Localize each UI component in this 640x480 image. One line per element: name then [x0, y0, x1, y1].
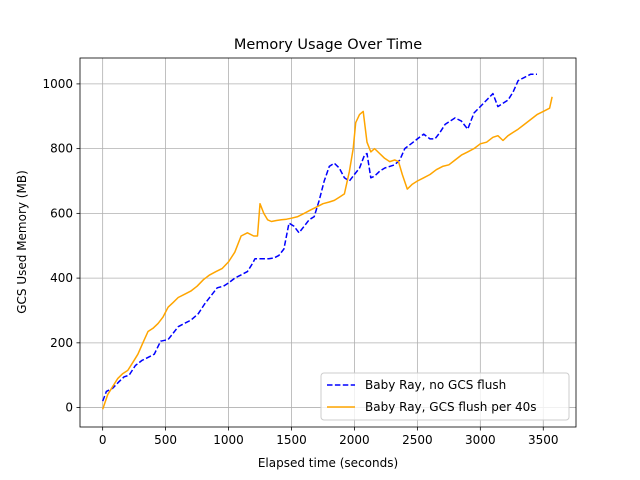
y-tick-label: 1000: [42, 77, 73, 91]
plot-background: [80, 58, 576, 427]
chart-title: Memory Usage Over Time: [234, 37, 422, 53]
x-tick-label: 2500: [402, 433, 433, 447]
legend: Baby Ray, no GCS flush Baby Ray, GCS flu…: [320, 372, 570, 421]
legend-box: [320, 372, 570, 421]
y-tick-label: 400: [50, 271, 73, 285]
series-line-1: [101, 96, 553, 410]
x-tick-label: 3000: [465, 433, 496, 447]
x-tick-label: 2000: [339, 433, 370, 447]
series-line-0: [101, 73, 537, 402]
x-tick-label: 1500: [276, 433, 307, 447]
x-axis-label: Elapsed time (seconds): [258, 456, 398, 470]
legend-label-no-flush: Baby Ray, no GCS flush: [365, 378, 506, 392]
y-tick-label: 800: [50, 142, 73, 156]
y-tick-label: 200: [50, 336, 73, 350]
y-axis-ticks: 0 200 400 600 800 1000: [42, 77, 80, 415]
x-tick-label: 3500: [528, 433, 559, 447]
legend-label-flush-40s: Baby Ray, GCS flush per 40s: [365, 400, 537, 414]
y-tick-label: 0: [65, 401, 73, 415]
y-axis-label: GCS Used Memory (MB): [15, 170, 29, 314]
grid-lines: [80, 58, 576, 427]
x-axis-ticks: 0 500 1000 1500 2000 2500 3000 3500: [99, 427, 559, 447]
x-tick-label: 0: [99, 433, 107, 447]
y-tick-label: 600: [50, 206, 73, 220]
x-tick-label: 500: [154, 433, 177, 447]
x-tick-label: 1000: [213, 433, 244, 447]
plot-frame: [79, 57, 577, 428]
series-layer: [101, 73, 553, 410]
